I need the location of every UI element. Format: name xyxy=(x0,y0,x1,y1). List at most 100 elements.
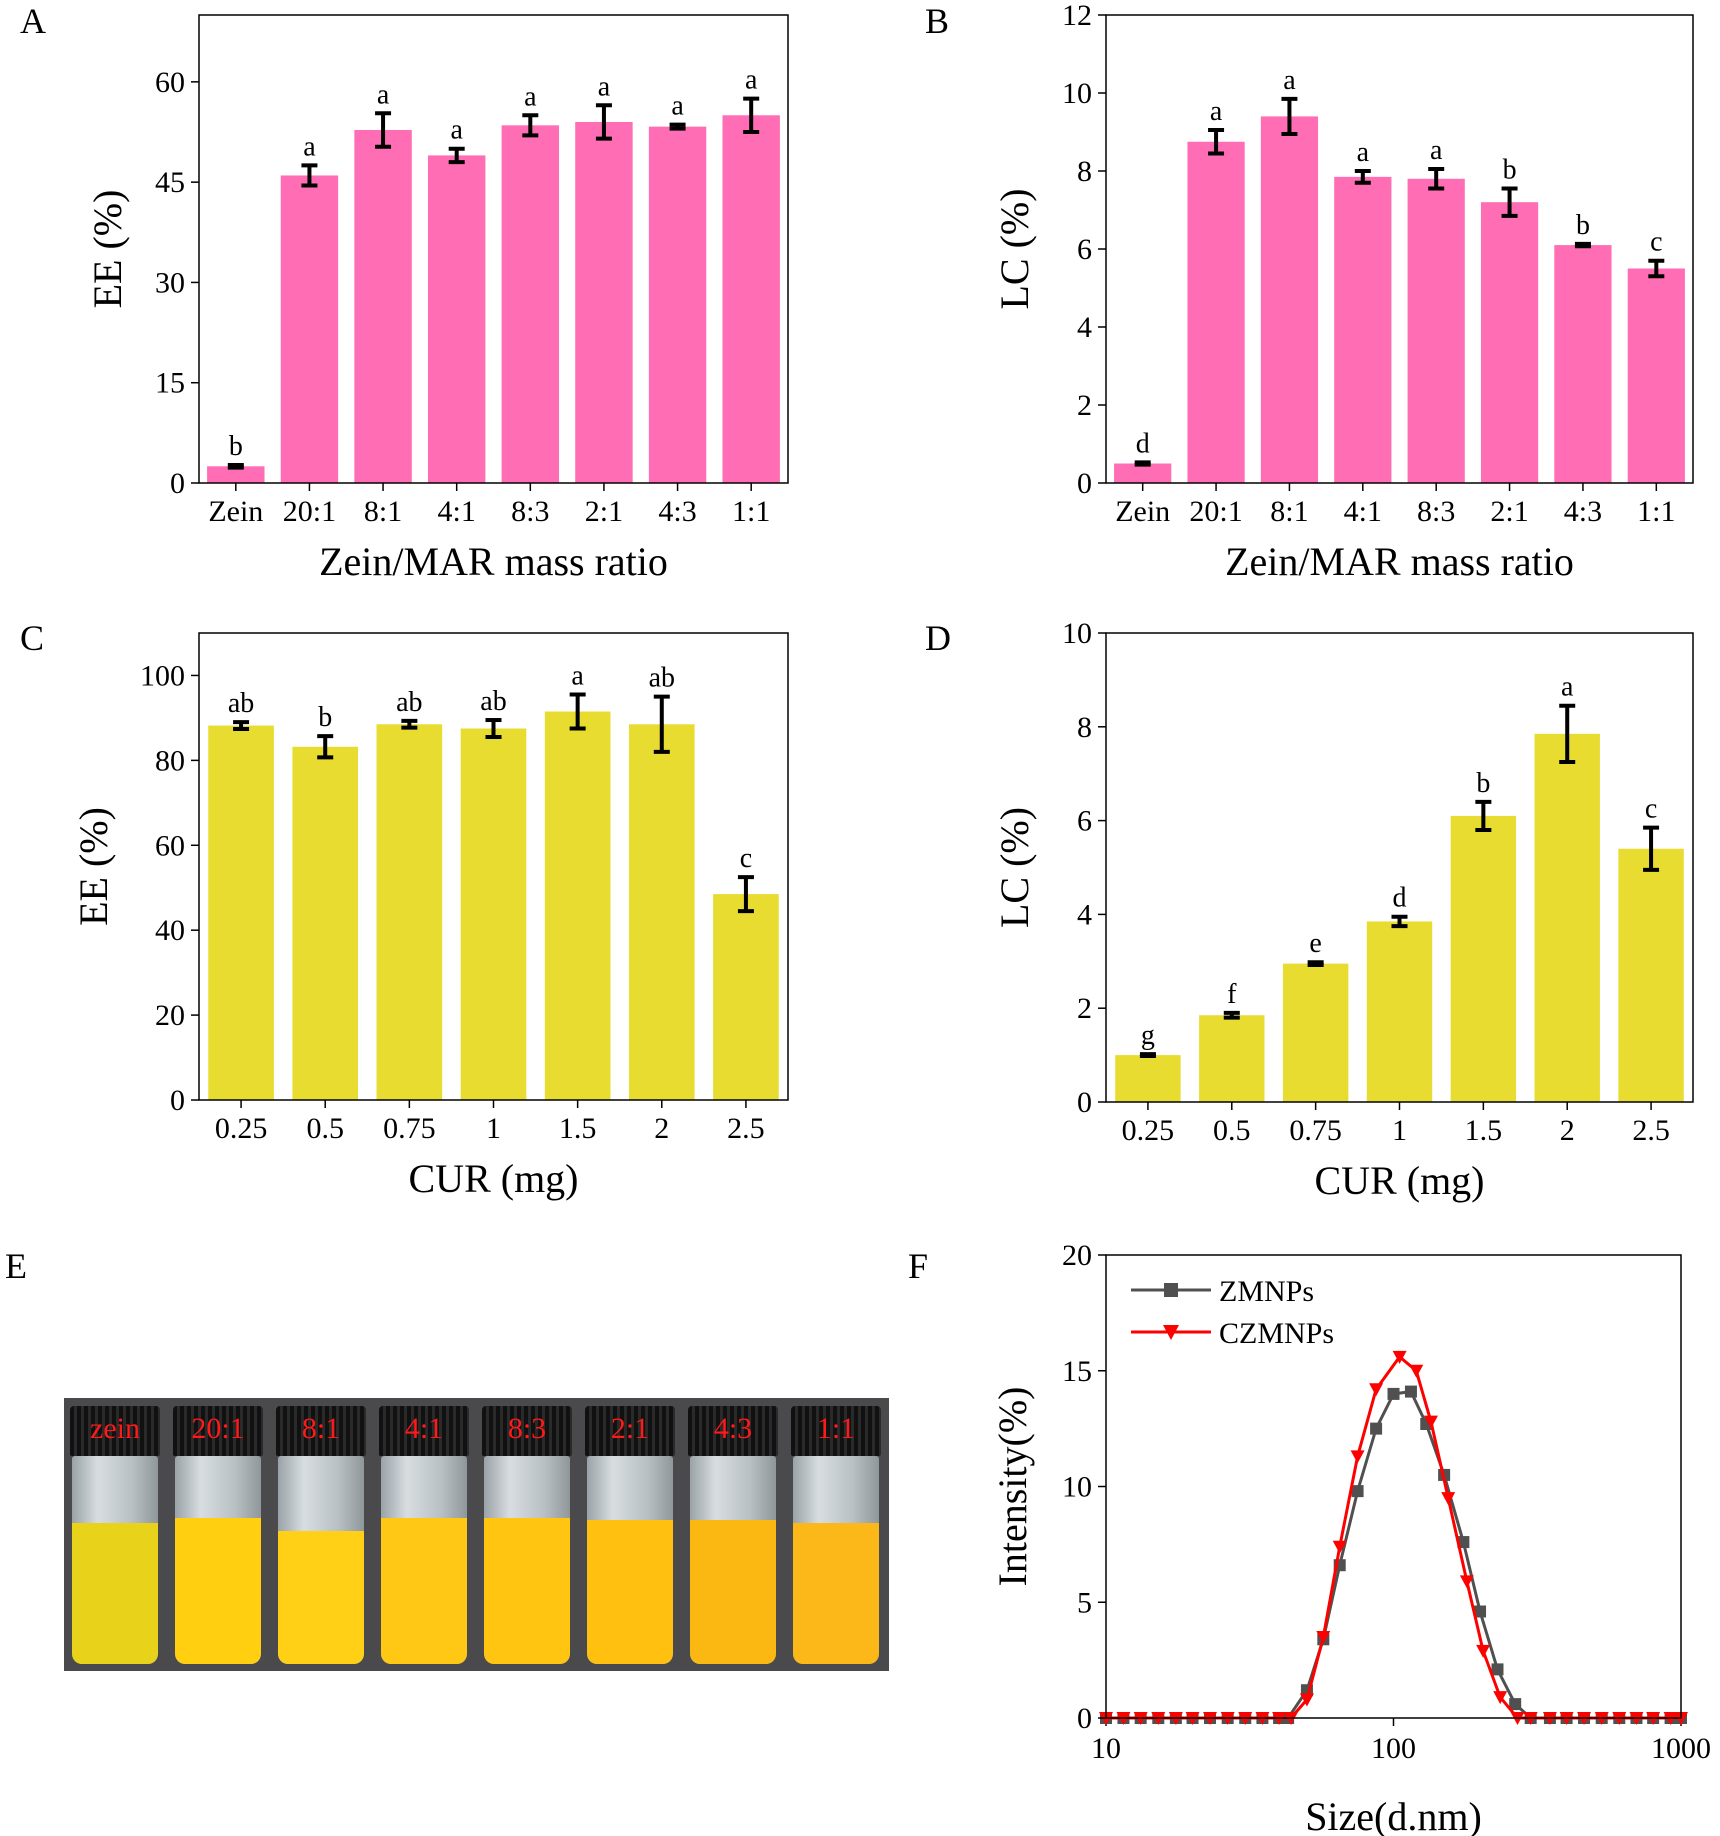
y-tick-label: 15 xyxy=(1062,1355,1092,1388)
significance-letter: b xyxy=(229,431,243,462)
data-point xyxy=(1370,1422,1383,1435)
x-axis-label: Zein/MAR mass ratio xyxy=(1225,539,1574,584)
vial-label: 8:1 xyxy=(301,1412,341,1445)
x-tick-label: 4:1 xyxy=(438,495,476,528)
bar xyxy=(1187,141,1245,483)
y-tick-label: 10 xyxy=(1062,617,1092,650)
x-tick-label: 10 xyxy=(1091,1732,1121,1765)
panel-label-b: B xyxy=(925,1,949,41)
y-tick-label: 12 xyxy=(1062,0,1092,32)
significance-letter: g xyxy=(1141,1020,1155,1051)
vial: 2:1 xyxy=(583,1406,677,1664)
x-tick-label: 0.75 xyxy=(1289,1114,1342,1147)
bar xyxy=(1282,963,1349,1102)
data-point xyxy=(1457,1536,1470,1549)
vial-glass xyxy=(484,1456,570,1664)
significance-letter: a xyxy=(671,91,684,122)
x-tick-label: 1 xyxy=(1392,1114,1407,1147)
vial-glass xyxy=(587,1456,673,1664)
significance-letter: b xyxy=(1476,768,1490,799)
vial-cap: 4:3 xyxy=(688,1406,778,1456)
significance-letter: a xyxy=(524,81,537,112)
data-point xyxy=(1332,1540,1347,1554)
significance-letter: a xyxy=(1283,65,1296,96)
vial: 4:1 xyxy=(377,1406,471,1664)
significance-letter: a xyxy=(303,131,316,162)
vial-glass xyxy=(690,1456,776,1664)
vial: 1:1 xyxy=(789,1406,883,1664)
data-point xyxy=(1316,1630,1331,1644)
y-axis-label: Intensity(%) xyxy=(990,1387,1035,1587)
vial-liquid xyxy=(793,1522,879,1664)
bar xyxy=(1366,921,1433,1102)
x-tick-label: 4:3 xyxy=(1564,495,1602,528)
bar xyxy=(1260,116,1319,484)
plot-frame xyxy=(198,14,789,484)
data-point xyxy=(1387,1387,1400,1400)
vial-liquid xyxy=(484,1518,570,1664)
x-tick-label: 20:1 xyxy=(1189,495,1242,528)
x-tick-label: 2.5 xyxy=(727,1112,765,1145)
x-tick-label: 2 xyxy=(654,1112,669,1145)
bar xyxy=(1627,268,1685,483)
data-point xyxy=(1404,1385,1417,1398)
bar xyxy=(376,724,443,1100)
y-tick-label: 20 xyxy=(1062,1239,1092,1272)
vial-liquid xyxy=(381,1518,467,1664)
x-tick-label: 4:3 xyxy=(658,495,696,528)
x-tick-label: 1.5 xyxy=(559,1112,597,1145)
legend-label: CZMNPs xyxy=(1219,1317,1334,1350)
vial-glass xyxy=(793,1456,879,1664)
x-axis-label: CUR (mg) xyxy=(1315,1158,1485,1203)
y-tick-label: 100 xyxy=(140,659,185,692)
vial-liquid xyxy=(690,1520,776,1664)
chart-b: d Zein a 20:1 a 8:1 a 4:1 a 8:3 b 2:1 b 4:3 c 1:1 0 2 4 6 8 1… xyxy=(992,0,1694,584)
y-tick-label: 2 xyxy=(1077,992,1092,1025)
significance-letter: a xyxy=(377,79,390,110)
series-line-ZMNPs xyxy=(1106,1389,1681,1720)
significance-letter: c xyxy=(1650,227,1662,258)
panel-label-f: F xyxy=(908,1246,928,1286)
vial-label: 2:1 xyxy=(610,1412,650,1445)
data-point xyxy=(1351,1485,1364,1498)
bar xyxy=(1114,463,1172,483)
significance-letter: ab xyxy=(649,663,675,694)
bar xyxy=(1407,178,1465,484)
bar xyxy=(544,711,611,1100)
bar xyxy=(1480,202,1539,483)
y-tick-label: 10 xyxy=(1062,77,1092,110)
data-point xyxy=(1459,1575,1474,1589)
bar xyxy=(575,121,633,483)
x-tick-label: 2.5 xyxy=(1632,1114,1670,1147)
vial: 4:3 xyxy=(686,1406,780,1664)
data-point xyxy=(1350,1450,1365,1464)
bar xyxy=(292,746,359,1100)
legend-label: ZMNPs xyxy=(1219,1275,1314,1308)
plot-frame xyxy=(1105,632,1694,1103)
significance-letter: c xyxy=(1645,794,1657,825)
bar xyxy=(208,725,274,1100)
vial-glass xyxy=(175,1456,261,1664)
data-point xyxy=(1491,1663,1504,1676)
y-tick-label: 15 xyxy=(155,367,185,400)
bar xyxy=(713,894,779,1100)
data-point xyxy=(1509,1698,1522,1711)
significance-letter: ab xyxy=(396,687,422,718)
significance-letter: ab xyxy=(228,688,254,719)
significance-letter: a xyxy=(1430,135,1443,166)
y-tick-label: 4 xyxy=(1077,311,1092,344)
bar xyxy=(501,125,560,484)
y-tick-label: 5 xyxy=(1077,1586,1092,1619)
vial: zein xyxy=(68,1406,162,1664)
significance-letter: e xyxy=(1309,928,1321,959)
significance-letter: d xyxy=(1393,883,1407,914)
chart-d: g 0.25 f 0.5 e 0.75 d 1 b 1.5 a 2 c 2.5 0 2 4 6 8 10 CUR (mg… xyxy=(992,617,1694,1203)
bar xyxy=(1450,815,1517,1102)
plot-frame xyxy=(1105,1254,1682,1719)
x-tick-label: 4:1 xyxy=(1344,495,1382,528)
vial-liquid xyxy=(587,1520,673,1664)
significance-letter: a xyxy=(1561,672,1574,703)
x-tick-label: 1:1 xyxy=(1637,495,1675,528)
y-tick-label: 2 xyxy=(1077,389,1092,422)
bar xyxy=(648,126,707,483)
